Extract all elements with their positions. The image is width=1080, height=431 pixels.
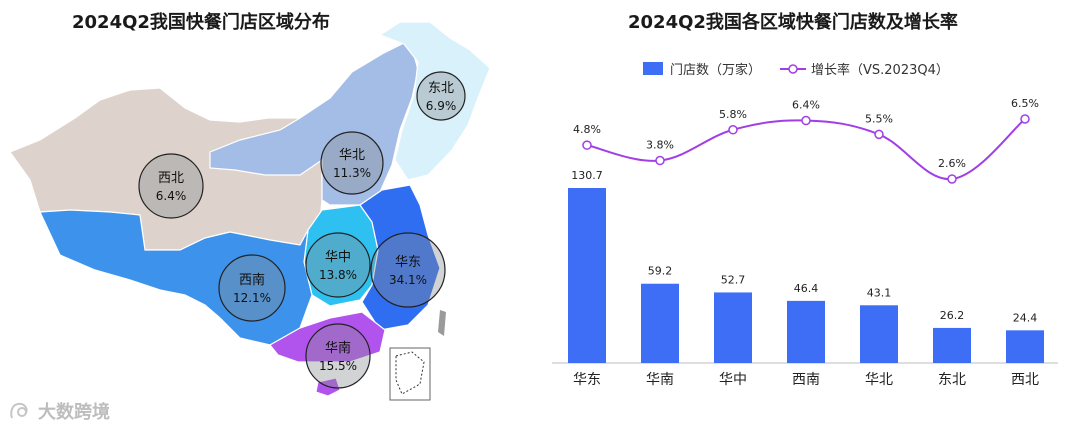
map-bubble-region-label: 西北 (158, 171, 184, 186)
bar-4 (860, 305, 898, 363)
growth-point-5 (947, 174, 957, 184)
bar-0 (568, 188, 606, 363)
growth-point-4 (874, 129, 884, 140)
chart-title: 2024Q2我国各区域快餐门店数及增长率 (628, 12, 958, 33)
bar-value-label: 24.4 (1013, 311, 1038, 324)
growth-rate-label: 3.8% (646, 139, 674, 152)
map-bubble-circle (370, 232, 446, 308)
map-bubble-circle (305, 323, 371, 389)
x-tick-label: 华北 (865, 372, 893, 388)
map-bubble-circle (138, 153, 204, 219)
map-bubble-region-label: 华东 (395, 255, 421, 270)
map-bubble-share-label: 12.1% (233, 291, 271, 305)
growth-point-6 (1020, 114, 1030, 124)
inset-islands (395, 351, 425, 395)
map-bubble-region-label: 华北 (339, 148, 365, 163)
x-tick-label: 西南 (792, 372, 820, 388)
map-region-huabei (209, 39, 419, 206)
map-bubble-circle (218, 254, 286, 322)
legend-line-label: 增长率（VS.2023Q4） (811, 62, 949, 78)
bar-value-label: 130.7 (571, 169, 603, 182)
map-bubble-region-label: 西南 (239, 272, 265, 288)
map-bubble-share-label: 15.5% (319, 359, 357, 373)
bar-1 (641, 283, 679, 363)
watermark-text: 大数跨境 (38, 402, 110, 423)
x-tick-label: 华南 (646, 372, 674, 388)
map-bubble-region-label: 华南 (325, 340, 351, 356)
map-bubble-share-label: 6.4% (156, 189, 187, 203)
map-bubble-share-label: 11.3% (333, 166, 371, 180)
map-bubble-region-label: 东北 (428, 81, 454, 96)
legend-bar-label: 门店数（万家） (670, 62, 761, 78)
bar-6 (1006, 330, 1044, 363)
map-bubble-circle (416, 71, 466, 121)
bar-value-label: 43.1 (867, 286, 892, 299)
growth-rate-label: 6.5% (1011, 97, 1039, 110)
region-map: 东北 6.9% 华北 11.3% 西北 6.4% 华中 13.8% 华东 34.1% 西南 12.1%… (9, 21, 491, 401)
legend: 门店数（万家） 增长率（VS.2023Q4） (643, 62, 949, 78)
map-bubble-4: 华东 34.1% (370, 232, 446, 308)
bar-value-label: 52.7 (721, 273, 746, 286)
growth-rate-label: 6.4% (792, 99, 820, 112)
map-region-xinan (39, 209, 313, 346)
x-tick-label: 西北 (1011, 372, 1039, 388)
growth-point-0 (582, 140, 592, 150)
bar-5 (933, 327, 971, 363)
map-bubble-share-label: 6.9% (426, 99, 457, 113)
map-bubble-5: 西南 12.1% (218, 254, 286, 322)
growth-point-1 (655, 155, 665, 166)
map-bubble-share-label: 13.8% (319, 268, 357, 282)
watermark: 大数跨境 (8, 398, 110, 424)
growth-rate-label: 2.6% (938, 157, 966, 170)
map-title: 2024Q2我国快餐门店区域分布 (72, 12, 330, 33)
growth-rate-label: 5.8% (719, 108, 747, 121)
south-china-sea-inset (389, 347, 431, 401)
growth-point-2 (728, 125, 738, 135)
map-region-dongbei (378, 21, 491, 181)
map-bubble-2: 西北 6.4% (138, 153, 204, 219)
map-bubble-share-label: 34.1% (389, 273, 427, 287)
legend-line-marker (788, 64, 798, 74)
watermark-logo-icon (10, 402, 28, 419)
growth-rate-label: 5.5% (865, 112, 893, 125)
bar-value-label: 26.2 (940, 309, 965, 322)
map-region-huanan (269, 311, 386, 363)
map-bubble-circle (305, 232, 371, 298)
x-tick-label: 东北 (938, 372, 966, 388)
growth-rate-label: 4.8% (573, 123, 601, 136)
map-taiwan (438, 310, 446, 336)
map-bubble-region-label: 华中 (325, 250, 351, 265)
bar-3 (787, 300, 825, 363)
bar-value-label: 46.4 (794, 282, 819, 295)
map-bubble-6: 华南 15.5% (305, 323, 371, 389)
map-bubble-circle (320, 131, 384, 195)
map-bubble-1: 华北 11.3% (320, 131, 384, 195)
map-bubble-3: 华中 13.8% (305, 232, 371, 298)
legend-bar-swatch (643, 62, 663, 75)
x-tick-label: 华中 (719, 372, 747, 388)
x-tick-label: 华东 (573, 372, 601, 388)
growth-point-3 (801, 115, 811, 126)
bar-2 (714, 292, 752, 363)
bar-value-label: 59.2 (648, 265, 673, 278)
map-bubble-0: 东北 6.9% (416, 71, 466, 121)
